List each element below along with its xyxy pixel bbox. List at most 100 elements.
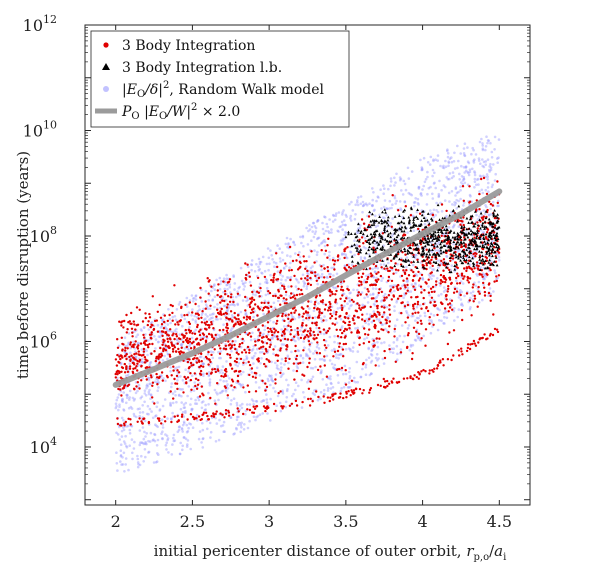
- three-body-point: [477, 264, 480, 268]
- three-body-point: [322, 395, 325, 398]
- random-walk-point: [243, 285, 246, 288]
- three-body-point: [137, 350, 140, 353]
- random-walk-point: [286, 328, 289, 332]
- random-walk-point: [258, 386, 261, 389]
- three-body-point: [219, 301, 222, 304]
- random-walk-point: [467, 161, 471, 165]
- three-body-point: [402, 234, 405, 237]
- random-walk-point: [436, 259, 440, 262]
- three-body-point: [279, 271, 282, 274]
- random-walk-point: [178, 452, 182, 456]
- three-body-point: [283, 287, 286, 291]
- random-walk-point: [429, 331, 433, 335]
- random-walk-point: [452, 309, 456, 313]
- random-walk-point: [141, 411, 145, 414]
- three-body-point: [138, 353, 142, 357]
- three-body-point: [487, 291, 491, 295]
- three-body-point: [134, 367, 137, 370]
- random-walk-point: [403, 334, 406, 338]
- random-walk-point: [447, 191, 451, 195]
- three-body-point: [275, 353, 278, 357]
- random-walk-point: [354, 203, 358, 207]
- random-walk-point: [240, 426, 243, 429]
- random-walk-point: [179, 407, 183, 411]
- random-walk-point: [305, 354, 308, 358]
- random-walk-point: [282, 299, 285, 303]
- random-walk-point: [237, 361, 241, 365]
- three-body-point: [363, 319, 366, 323]
- three-body-point: [166, 340, 170, 343]
- random-walk-point: [239, 383, 242, 387]
- three-body-point: [265, 335, 268, 339]
- random-walk-point: [457, 308, 461, 311]
- random-walk-point: [270, 336, 273, 340]
- random-walk-point: [155, 444, 159, 447]
- three-body-point: [117, 387, 120, 391]
- random-walk-point: [174, 394, 177, 397]
- three-body-point: [315, 336, 318, 340]
- random-walk-point: [147, 390, 151, 394]
- three-body-point: [232, 413, 235, 416]
- random-walk-point: [269, 341, 273, 344]
- three-body-point: [402, 377, 406, 380]
- random-walk-point: [180, 427, 184, 430]
- three-body-point: [468, 201, 471, 204]
- three-body-point: [323, 308, 327, 311]
- random-walk-point: [489, 207, 492, 211]
- three-body-point: [313, 334, 316, 337]
- three-body-point: [264, 382, 267, 385]
- three-body-point: [377, 278, 380, 281]
- random-walk-point: [458, 178, 462, 181]
- random-walk-point: [454, 186, 458, 189]
- random-walk-point: [385, 207, 389, 211]
- three-body-point: [465, 266, 468, 269]
- random-walk-point: [415, 305, 419, 309]
- random-walk-point: [285, 396, 289, 399]
- random-walk-point: [232, 274, 235, 277]
- three-body-point: [195, 337, 199, 340]
- random-walk-point: [115, 451, 118, 455]
- random-walk-point: [224, 390, 228, 393]
- random-walk-point: [487, 214, 491, 217]
- three-body-point: [265, 306, 269, 309]
- three-body-point: [234, 347, 237, 351]
- random-walk-point: [273, 265, 276, 269]
- random-walk-point: [221, 424, 225, 427]
- three-body-point: [361, 313, 364, 316]
- three-body-point: [343, 266, 346, 270]
- three-body-point: [189, 378, 193, 382]
- random-walk-point: [275, 364, 279, 367]
- three-body-point: [301, 321, 304, 325]
- random-walk-point: [208, 421, 212, 425]
- three-body-point: [333, 263, 336, 266]
- random-walk-point: [170, 382, 174, 385]
- three-body-point: [330, 290, 333, 294]
- random-walk-point: [267, 256, 271, 260]
- three-body-point: [448, 306, 452, 309]
- random-walk-point: [167, 308, 170, 311]
- random-walk-point: [279, 287, 282, 290]
- random-walk-point: [188, 344, 191, 348]
- random-walk-point: [262, 312, 266, 316]
- random-walk-point: [432, 314, 436, 317]
- three-body-point: [248, 305, 252, 309]
- three-body-point: [368, 391, 371, 394]
- three-body-point: [222, 347, 226, 350]
- three-body-point: [281, 284, 284, 287]
- random-walk-point: [390, 234, 394, 238]
- three-body-point: [316, 307, 319, 310]
- random-walk-point: [236, 303, 240, 307]
- random-walk-point: [426, 161, 430, 164]
- random-walk-point: [379, 263, 383, 266]
- random-walk-point: [261, 399, 265, 402]
- random-walk-point: [421, 278, 425, 281]
- three-body-point: [444, 280, 447, 284]
- random-walk-point: [348, 202, 351, 206]
- random-walk-point: [211, 356, 215, 360]
- random-walk-point: [359, 375, 363, 379]
- three-body-point: [431, 285, 435, 289]
- random-walk-point: [410, 170, 414, 173]
- random-walk-point: [240, 279, 244, 283]
- three-body-point: [228, 300, 232, 303]
- three-body-point: [299, 265, 302, 269]
